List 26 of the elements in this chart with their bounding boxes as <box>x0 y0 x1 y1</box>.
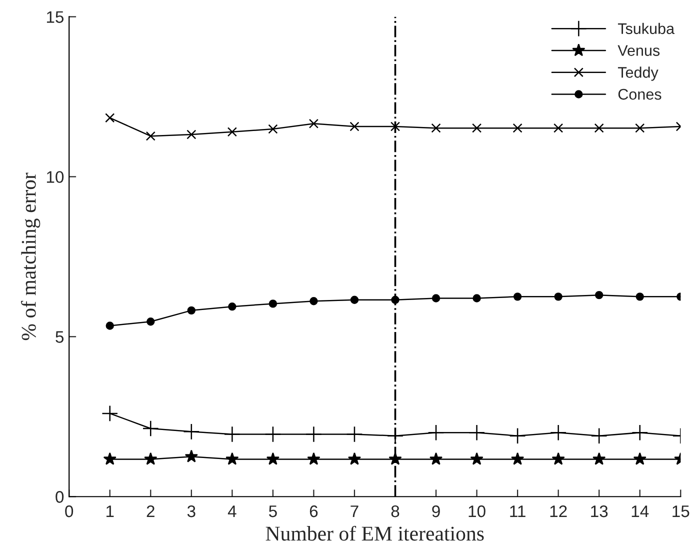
x-tick-label: 11 <box>510 506 526 518</box>
x-tick-label: 13 <box>591 505 608 518</box>
x-tick-label: 14 <box>632 506 649 518</box>
x-tick-label: 6 <box>310 505 318 518</box>
x-tick-label: 8 <box>391 505 400 518</box>
x-tick-label: 15 <box>672 506 690 518</box>
x-axis-title: Number of EM itereations <box>266 526 484 541</box>
legend-label: Teddy <box>618 66 658 81</box>
x-tick-label: 5 <box>268 506 277 518</box>
y-tick-label: 5 <box>56 331 64 343</box>
x-tick-label: 1 <box>106 506 114 518</box>
y-axis-title: % of matching error <box>20 172 40 340</box>
x-tick-label: 10 <box>468 505 486 518</box>
x-tick-label: 12 <box>550 505 567 518</box>
legend-label: Cones <box>618 88 662 100</box>
y-tick-label: 10 <box>46 171 64 183</box>
x-tick-label: 7 <box>350 506 358 518</box>
y-tick-label: 15 <box>46 11 64 23</box>
x-tick-label: 0 <box>65 505 74 518</box>
x-tick-label: 2 <box>146 505 154 518</box>
y-tick-label: 0 <box>56 491 64 503</box>
x-tick-label: 4 <box>228 506 236 518</box>
x-tick-label: 9 <box>432 505 440 518</box>
legend-label: Venus <box>618 45 660 56</box>
x-tick-label: 3 <box>187 505 196 518</box>
legend-label: Tsukuba <box>618 22 675 34</box>
